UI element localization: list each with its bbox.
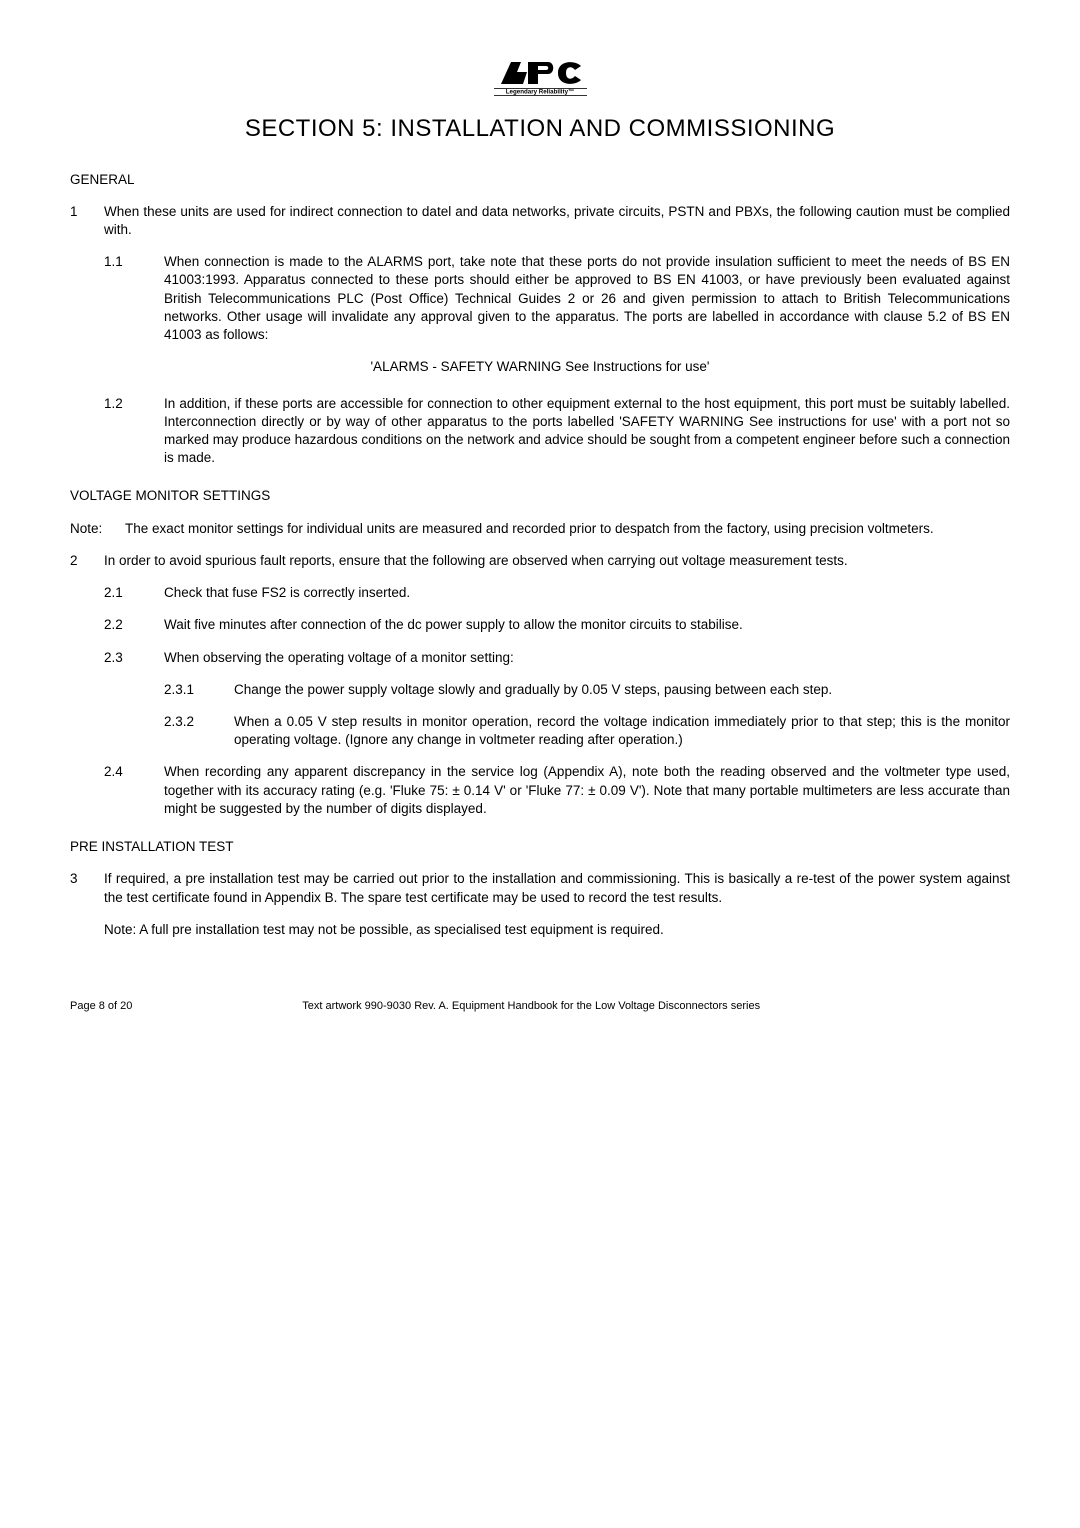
note-text: Note: A full pre installation test may n…: [104, 921, 1010, 939]
heading-voltage: VOLTAGE MONITOR SETTINGS: [70, 487, 1010, 505]
item-text: When these units are used for indirect c…: [104, 203, 1010, 239]
list-item: 2 In order to avoid spurious fault repor…: [70, 552, 1010, 570]
item-number: 2.3.1: [164, 681, 234, 699]
item-text: In order to avoid spurious fault reports…: [104, 552, 1010, 570]
list-item: 2.2 Wait five minutes after connection o…: [70, 616, 1010, 634]
footer-spacer: [930, 999, 1010, 1014]
list-item: 2.3.1 Change the power supply voltage sl…: [70, 681, 1010, 699]
item-number: 1.1: [104, 253, 164, 344]
item-number: 2.4: [104, 763, 164, 818]
item-text: When recording any apparent discrepancy …: [164, 763, 1010, 818]
footer-doc-title: Text artwork 990-9030 Rev. A. Equipment …: [132, 999, 930, 1014]
item-text: When connection is made to the ALARMS po…: [164, 253, 1010, 344]
item-number: 2: [70, 552, 104, 570]
item-number: 2.3: [104, 649, 164, 667]
list-item: 2.3 When observing the operating voltage…: [70, 649, 1010, 667]
item-text: When a 0.05 V step results in monitor op…: [234, 713, 1010, 749]
list-item: 3 If required, a pre installation test m…: [70, 870, 1010, 906]
note-line: Note: A full pre installation test may n…: [70, 921, 1010, 939]
item-number: 1.2: [104, 395, 164, 468]
note-label: Note:: [70, 520, 125, 538]
item-text: Change the power supply voltage slowly a…: [234, 681, 1010, 699]
item-number: 2.3.2: [164, 713, 234, 749]
page-title: SECTION 5: INSTALLATION AND COMMISSIONIN…: [70, 113, 1010, 145]
footer-page-number: Page 8 of 20: [70, 999, 132, 1014]
item-number: 2.1: [104, 584, 164, 602]
page-footer: Page 8 of 20 Text artwork 990-9030 Rev. …: [70, 999, 1010, 1014]
list-item: 2.1 Check that fuse FS2 is correctly ins…: [70, 584, 1010, 602]
list-item: 1.1 When connection is made to the ALARM…: [70, 253, 1010, 344]
list-item: 2.3.2 When a 0.05 V step results in moni…: [70, 713, 1010, 749]
note-text: The exact monitor settings for individua…: [125, 520, 1010, 538]
item-number: 1: [70, 203, 104, 239]
safety-quote: 'ALARMS - SAFETY WARNING See Instruction…: [70, 358, 1010, 376]
item-number: 2.2: [104, 616, 164, 634]
item-text: If required, a pre installation test may…: [104, 870, 1010, 906]
item-text: Wait five minutes after connection of th…: [164, 616, 1010, 634]
list-item: 1.2 In addition, if these ports are acce…: [70, 395, 1010, 468]
item-text: When observing the operating voltage of …: [164, 649, 1010, 667]
apc-logo-icon: Legendary Reliability™: [493, 60, 588, 96]
item-text: In addition, if these ports are accessib…: [164, 395, 1010, 468]
logo-block: Legendary Reliability™: [70, 60, 1010, 101]
spacer: [70, 921, 104, 939]
item-text: Check that fuse FS2 is correctly inserte…: [164, 584, 1010, 602]
item-number: 3: [70, 870, 104, 906]
list-item: 1 When these units are used for indirect…: [70, 203, 1010, 239]
heading-preinstall: PRE INSTALLATION TEST: [70, 838, 1010, 856]
note-row: Note: The exact monitor settings for ind…: [70, 520, 1010, 538]
list-item: 2.4 When recording any apparent discrepa…: [70, 763, 1010, 818]
heading-general: GENERAL: [70, 171, 1010, 189]
svg-text:Legendary Reliability™: Legendary Reliability™: [505, 89, 573, 96]
